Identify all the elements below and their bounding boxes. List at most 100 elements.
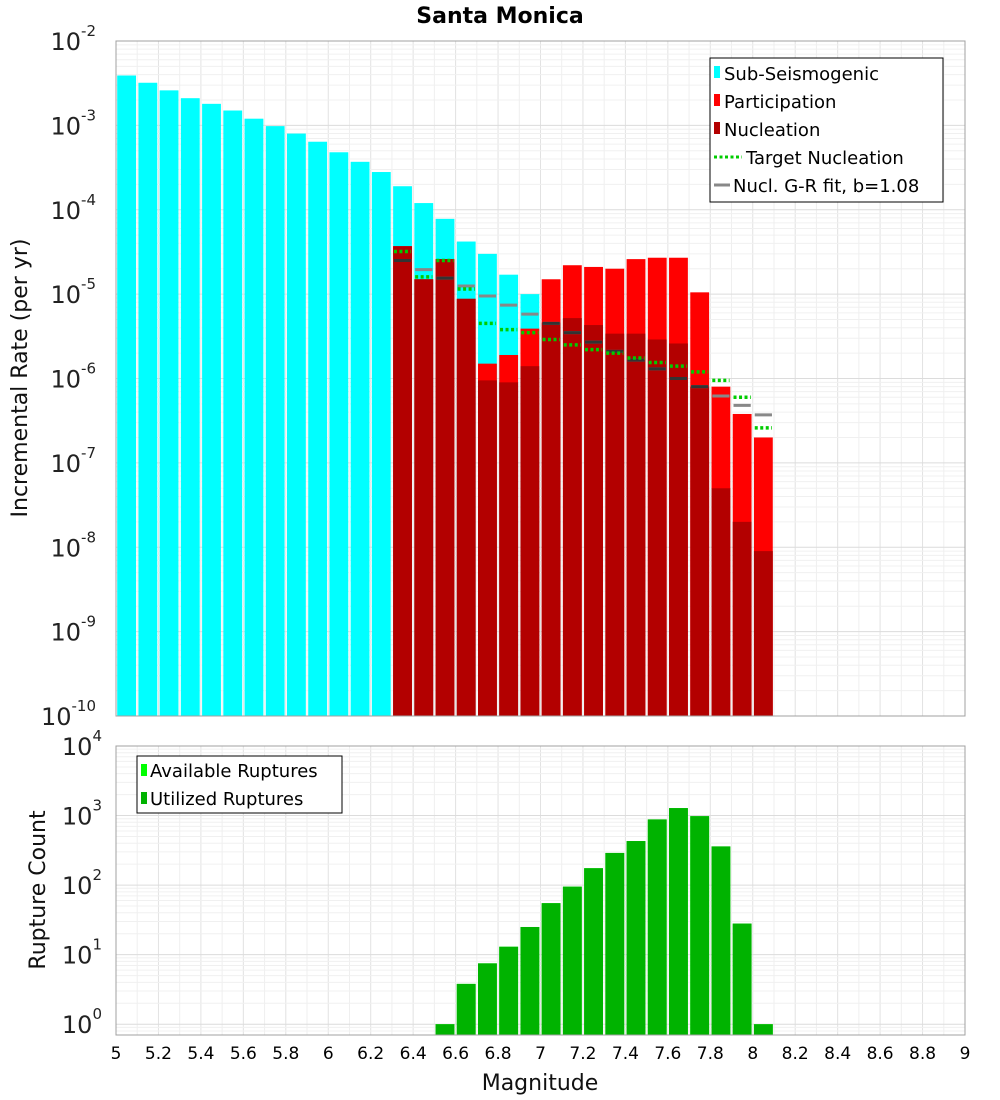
y-tick-label: 10-8 [50, 528, 96, 562]
nucleation-bar [478, 380, 497, 716]
sub-seismogenic-bar [223, 110, 243, 716]
x-tick-label: 5.8 [272, 1044, 299, 1064]
utilized-ruptures-bar [435, 1024, 455, 1035]
y-tick-label: 100 [62, 1005, 102, 1039]
sub-seismogenic-bar [265, 126, 285, 717]
y-tick-exponent: -10 [72, 697, 97, 715]
nucleation-bar [669, 343, 688, 716]
nucleation-bar [605, 333, 625, 716]
top-legend-box [709, 57, 944, 203]
nucleation-bar [562, 318, 582, 716]
sub-seismogenic-bar [350, 161, 370, 716]
utilized-ruptures-bar [605, 852, 625, 1035]
x-tick-label: 8.4 [824, 1044, 851, 1064]
sub-seismogenic-bar [117, 75, 137, 717]
x-axis-label: Magnitude [482, 1071, 599, 1096]
legend-item-nucleation: Nucleation [714, 120, 820, 141]
legend-label-nucleation: Nucleation [724, 120, 820, 141]
legend-item-gr-fit: Nucl. G-R fit, b=1.08 [714, 176, 919, 197]
bottom-bars [435, 808, 773, 1035]
top-y-axis-label: Incremental Rate (per yr) [8, 239, 33, 518]
y-tick-exponent: -3 [81, 106, 96, 124]
y-tick-label: 103 [62, 797, 102, 831]
nucleation-bar [520, 366, 540, 716]
sub-seismogenic-bar [287, 133, 306, 717]
utilized-ruptures-bar [541, 903, 561, 1035]
y-tick-label: 104 [62, 727, 102, 761]
bottom-y-axis-label: Rupture Count [26, 810, 51, 970]
utilized-ruptures-bar [626, 841, 646, 1035]
y-tick-label: 10-9 [50, 613, 96, 647]
x-tick-label: 8.2 [782, 1044, 809, 1064]
x-tick-label: 7.2 [569, 1044, 596, 1064]
y-tick-label: 10-5 [50, 275, 96, 309]
legend-item-sub-seismogenic: Sub-Seismogenic [714, 64, 879, 85]
bottom-legend-box [136, 755, 343, 814]
x-tick-label: 6.2 [357, 1044, 384, 1064]
x-tick-label: 6 [323, 1044, 334, 1064]
nucleation-bar [456, 298, 476, 716]
y-tick-base: 10 [50, 281, 81, 309]
x-tick-label: 5.2 [145, 1044, 172, 1064]
x-tick-label: 7.8 [697, 1044, 724, 1064]
top-plot-frame [115, 40, 966, 717]
legend-item-participation: Participation [714, 92, 836, 113]
sub-seismogenic-bar [159, 90, 179, 716]
utilized-ruptures-bar [647, 819, 667, 1035]
utilized-ruptures-bar [562, 886, 582, 1035]
y-tick-base: 10 [50, 197, 81, 225]
y-tick-exponent: -8 [81, 528, 96, 546]
y-tick-exponent: 4 [92, 727, 102, 745]
x-tick-label: 7.4 [612, 1044, 639, 1064]
legend-label-available-ruptures: Available Ruptures [150, 761, 318, 782]
y-tick-label: 10-2 [50, 22, 96, 56]
x-tick-label: 6.8 [485, 1044, 512, 1064]
y-tick-label: 10-6 [50, 360, 96, 394]
y-tick-label: 10-7 [50, 444, 96, 478]
legend-swatch-participation [714, 94, 720, 106]
y-tick-base: 10 [62, 733, 93, 761]
legend-item-available-ruptures: Available Ruptures [141, 761, 318, 782]
nucleation-bar [647, 339, 667, 716]
utilized-ruptures-bar [711, 846, 731, 1035]
utilized-ruptures-bar [669, 808, 688, 1035]
top-y-tick-labels: 10-210-310-410-510-610-710-810-910-10 [41, 22, 96, 731]
sub-seismogenic-bar [244, 118, 264, 716]
legend-label-gr-fit: Nucl. G-R fit, b=1.08 [733, 176, 919, 197]
bottom-plot-frame [115, 745, 966, 1036]
x-tick-label: 5 [111, 1044, 122, 1064]
y-tick-base: 10 [41, 703, 72, 731]
y-tick-exponent: 0 [92, 1005, 102, 1023]
legend-swatch-utilized-ruptures [141, 792, 147, 804]
chart-title: Santa Monica [416, 4, 583, 29]
utilized-ruptures-bar [478, 963, 497, 1035]
y-tick-base: 10 [50, 619, 81, 647]
nucleation-bar [393, 246, 412, 716]
nucleation-bar [753, 551, 773, 716]
x-tick-label: 6.6 [442, 1044, 469, 1064]
legend-item-utilized-ruptures: Utilized Ruptures [141, 789, 303, 810]
x-tick-label: 8.6 [867, 1044, 894, 1064]
y-tick-base: 10 [62, 872, 93, 900]
nucleation-bar [584, 325, 603, 716]
nucleation-bar [541, 322, 561, 716]
legend-swatch-available-ruptures [141, 764, 147, 776]
y-tick-base: 10 [50, 450, 81, 478]
utilized-ruptures-bar [584, 868, 603, 1035]
x-tick-label: 7 [535, 1044, 546, 1064]
y-tick-base: 10 [50, 366, 81, 394]
y-tick-base: 10 [50, 28, 81, 56]
top-bars [117, 75, 773, 717]
sub-seismogenic-bar [180, 98, 200, 716]
nucleation-bar [499, 382, 519, 716]
y-tick-label: 102 [62, 866, 102, 900]
sub-seismogenic-bar [371, 172, 391, 716]
utilized-ruptures-bar [732, 923, 752, 1035]
utilized-ruptures-bar [499, 946, 519, 1035]
y-tick-label: 10-10 [41, 697, 96, 731]
x-tick-label: 5.6 [230, 1044, 257, 1064]
nucleation-bar [435, 259, 455, 716]
x-tick-label: 8 [747, 1044, 758, 1064]
